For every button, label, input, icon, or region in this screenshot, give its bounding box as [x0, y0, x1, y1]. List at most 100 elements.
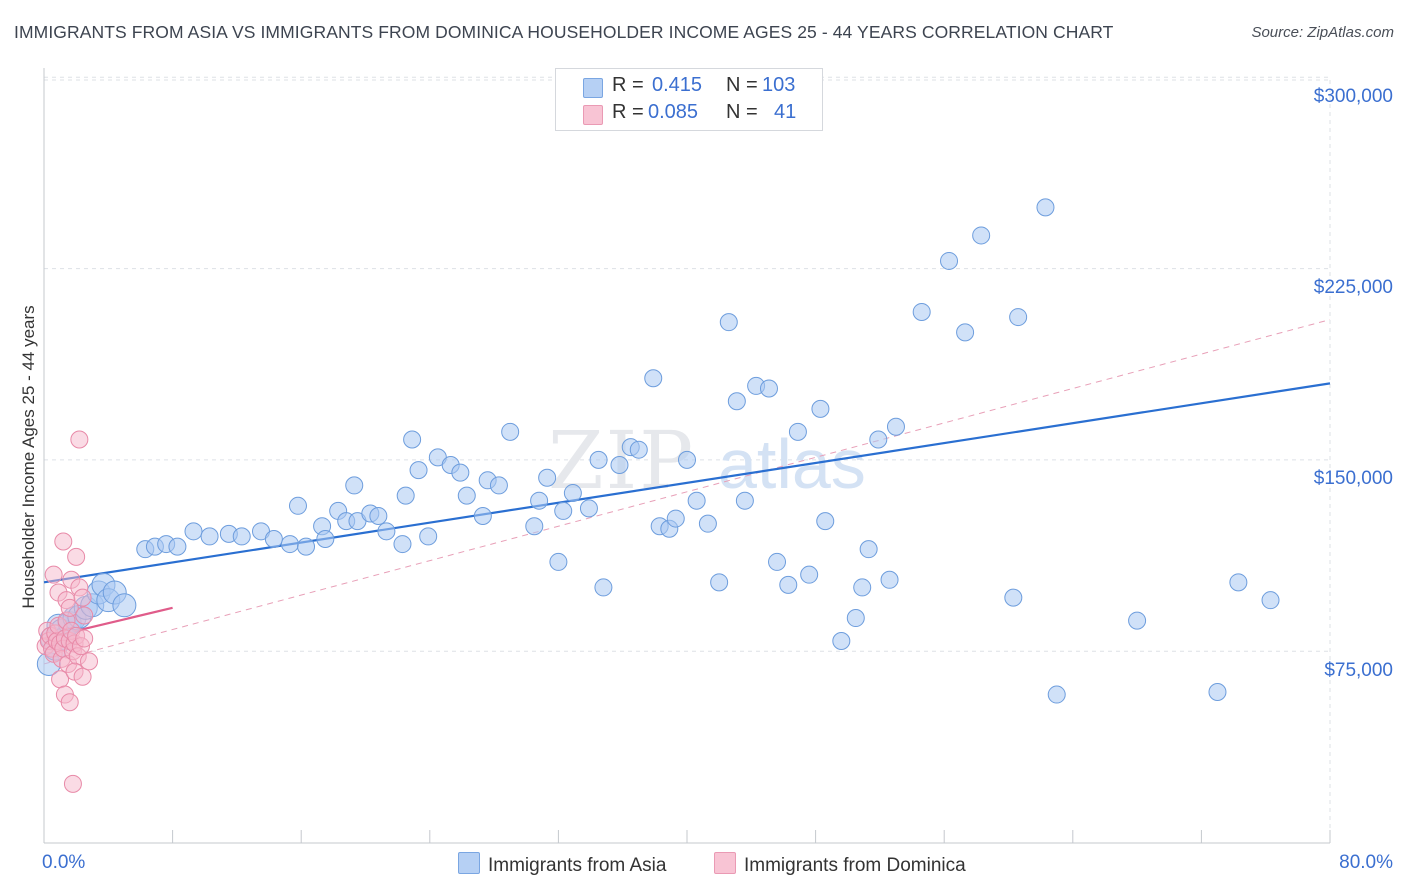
legend-r-value: 0.415 [652, 74, 703, 96]
asia-point [687, 491, 706, 510]
dominica-point [70, 430, 89, 449]
asia-point [200, 527, 219, 546]
asia-point [832, 631, 851, 650]
chart-title: IMMIGRANTS FROM ASIA VS IMMIGRANTS FROM … [14, 22, 1114, 42]
y-axis-label: Householder Income Ages 25 - 44 years [19, 305, 38, 609]
y-tick-label: $225,000 [1313, 277, 1393, 298]
asia-point [629, 440, 648, 459]
asia-point [859, 540, 878, 559]
asia-point [972, 226, 991, 245]
asia-point [563, 484, 582, 503]
asia-point [594, 578, 613, 597]
dominica-point [75, 606, 94, 625]
asia-trend-line [43, 382, 1331, 584]
asia-point [610, 456, 629, 475]
asia-point [1047, 685, 1066, 704]
asia-point [940, 251, 959, 270]
asia-point [112, 593, 137, 618]
dominica-point [60, 693, 79, 712]
asia-point [698, 514, 717, 533]
asia-point [589, 450, 608, 469]
asia-point [377, 522, 396, 541]
asia-point [264, 529, 283, 548]
dominica-trend-extended [43, 319, 1331, 665]
asia-point [554, 501, 573, 520]
asia-point [710, 573, 729, 592]
asia-point [396, 486, 415, 505]
dominica-point [60, 598, 79, 617]
asia-point [297, 537, 316, 556]
legend-r-label: R = [612, 101, 644, 123]
asia-point [880, 570, 899, 589]
asia-point [403, 430, 422, 449]
asia-point [345, 476, 364, 495]
asia-point [538, 468, 557, 487]
asia-point [409, 461, 428, 480]
asia-point [956, 323, 975, 342]
asia-point [525, 517, 544, 536]
asia-point [735, 491, 754, 510]
asia-point [1208, 683, 1227, 702]
legend-label-asia: Immigrants from Asia [488, 855, 667, 876]
legend-n-label: N = [726, 101, 758, 123]
asia-point [530, 491, 549, 510]
asia-point [1009, 308, 1028, 327]
asia-point [727, 392, 746, 411]
asia-point [457, 486, 476, 505]
asia-point [501, 422, 520, 441]
legend-n-label: N = [726, 74, 758, 96]
correlation-legend: R = 0.415 N = 103 R = 0.085 N = 41 [555, 68, 823, 131]
legend-item-dominica: Immigrants from Dominica [714, 852, 966, 877]
asia-point [886, 417, 905, 436]
asia-point [549, 552, 568, 571]
legend-item-asia: Immigrants from Asia [458, 852, 666, 877]
legend-n-value: 103 [762, 74, 796, 96]
asia-point [288, 496, 307, 515]
legend-swatch-dominica [583, 105, 603, 125]
asia-point [280, 535, 299, 554]
asia-point [489, 476, 508, 495]
asia-point [779, 575, 798, 594]
asia-point [800, 565, 819, 584]
asia-point [768, 552, 787, 571]
asia-point [473, 507, 492, 526]
y-tick-label: $150,000 [1313, 468, 1393, 489]
asia-point [316, 529, 335, 548]
y-tick-label: $300,000 [1313, 86, 1393, 107]
dominica-point [54, 532, 73, 551]
dominica-point [75, 629, 94, 648]
asia-point [759, 379, 778, 398]
legend-r-value: 0.085 [648, 101, 699, 123]
asia-point [912, 302, 931, 321]
legend-n-value: 41 [774, 101, 797, 123]
dominica-point [63, 774, 82, 793]
legend-swatch-dominica [714, 852, 736, 874]
asia-point [816, 512, 835, 531]
asia-point [811, 399, 830, 418]
asia-point [579, 499, 598, 518]
dominica-point [67, 547, 86, 566]
asia-point [1261, 591, 1280, 610]
asia-point [232, 527, 251, 546]
asia-point [1004, 588, 1023, 607]
dominica-point [44, 565, 63, 584]
asia-point [666, 509, 685, 528]
source-note: Source: ZipAtlas.com [1251, 24, 1394, 41]
asia-point [846, 609, 865, 628]
asia-point [1128, 611, 1147, 630]
y-tick-label: $75,000 [1324, 660, 1393, 681]
asia-point [184, 522, 203, 541]
dominica-point [73, 667, 92, 686]
legend-swatch-asia [583, 78, 603, 98]
asia-point [853, 578, 872, 597]
asia-point [644, 369, 663, 388]
dominica-point [80, 652, 99, 671]
legend-r-label: R = [612, 74, 644, 96]
legend-swatch-asia [458, 852, 480, 874]
asia-point [451, 463, 470, 482]
asia-point [678, 450, 696, 469]
asia-point [719, 313, 738, 332]
asia-point [393, 535, 412, 554]
asia-point [788, 422, 807, 441]
